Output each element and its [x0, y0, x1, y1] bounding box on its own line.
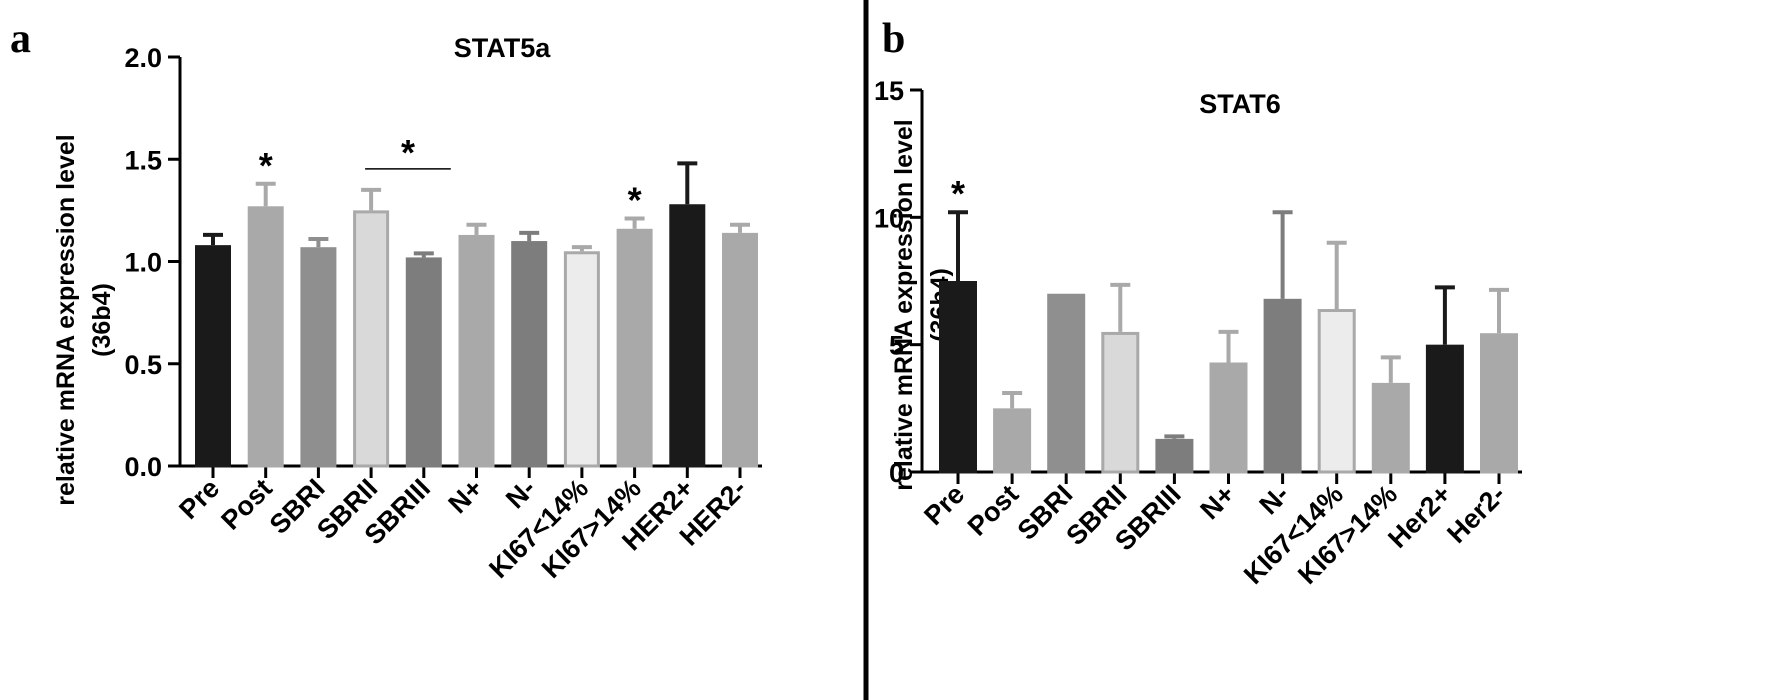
significance-star: * — [951, 173, 965, 214]
bar-SBRIII — [1155, 438, 1194, 474]
bars-a — [195, 161, 758, 468]
bar-SBRI — [300, 247, 337, 468]
y-tick-label: 1.5 — [124, 145, 162, 175]
y-tick-label: 2.0 — [124, 43, 162, 73]
chart-title-a: STAT5a — [454, 33, 552, 63]
bar-SBRII — [1101, 331, 1140, 474]
bar-KI67<14% — [563, 251, 600, 468]
y-tick-label: 0 — [889, 458, 904, 488]
bar-KI67>14% — [616, 228, 653, 468]
y-axis-label-unit-a: (36b4) — [88, 283, 116, 357]
bar-Her2- — [1480, 333, 1518, 474]
bar-KI67>14% — [1371, 382, 1410, 474]
bar-Pre — [939, 281, 977, 474]
significance-markers-b: * — [951, 173, 965, 214]
y-tick-label: 1.0 — [124, 248, 162, 278]
bar-SBRIII — [405, 257, 442, 468]
panel-letter-a: a — [10, 16, 31, 62]
bar-Her2+ — [1425, 344, 1464, 474]
y-tick-label: 5 — [889, 331, 904, 361]
bar-SBRII — [353, 210, 390, 468]
bar-N+ — [458, 234, 495, 468]
y-tick-label: 10 — [874, 203, 904, 233]
y-tick-label: 0.0 — [124, 452, 162, 482]
y-tick-label: 0.5 — [124, 350, 162, 380]
significance-star: * — [401, 132, 415, 173]
significance-markers-a: * * * — [259, 132, 642, 221]
chart-title-b: STAT6 — [1199, 89, 1281, 119]
bar-HER2- — [722, 232, 758, 468]
y-tick-label: 15 — [874, 76, 904, 106]
y-axis-label-b: relative mRNA expression level — [890, 119, 918, 490]
bar-N- — [1263, 298, 1302, 474]
bar-Post — [247, 206, 284, 468]
bar-Post — [993, 408, 1032, 474]
bar-HER2+ — [669, 204, 706, 468]
panel-letter-b: b — [882, 16, 905, 62]
bar-N- — [511, 241, 548, 468]
significance-star: * — [628, 180, 642, 221]
bar-SBRI — [1047, 293, 1086, 474]
bar-KI67<14% — [1317, 309, 1356, 474]
y-axis-label-a: relative mRNA expression level — [52, 134, 80, 505]
bar-Pre — [195, 245, 231, 468]
bar-N+ — [1209, 362, 1248, 474]
bars-b — [939, 210, 1518, 474]
significance-star: * — [259, 145, 273, 186]
